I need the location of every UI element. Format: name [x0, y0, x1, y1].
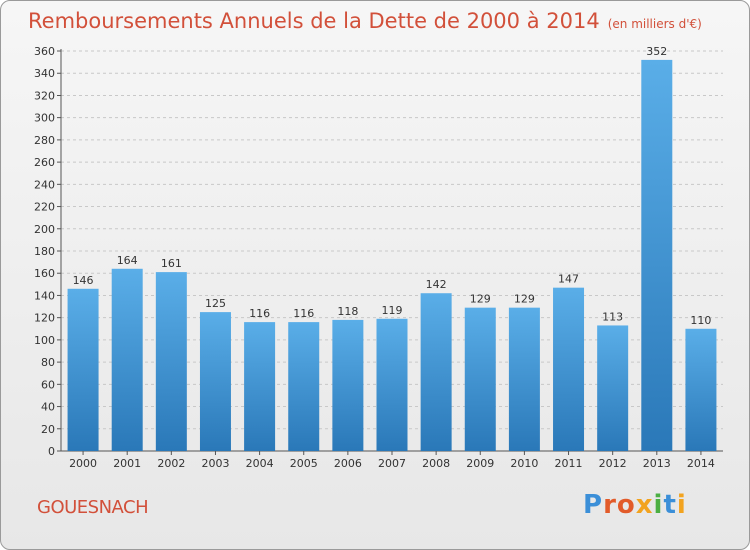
bar [67, 288, 99, 451]
bar [553, 287, 585, 451]
y-tick-label: 260 [34, 156, 55, 169]
y-tick-label: 80 [41, 356, 55, 369]
y-tick-label: 120 [34, 312, 55, 325]
data-label: 113 [602, 310, 623, 323]
data-label: 147 [558, 273, 579, 286]
x-tick-label: 2002 [157, 457, 185, 470]
y-tick-label: 160 [34, 267, 55, 280]
data-label: 129 [514, 293, 535, 306]
y-tick-label: 240 [34, 178, 55, 191]
x-tick-label: 2006 [334, 457, 362, 470]
y-tick-label: 140 [34, 289, 55, 302]
proxiti-logo[interactable]: Proxiti [583, 490, 687, 520]
bar [376, 318, 408, 451]
data-label: 164 [117, 254, 138, 267]
bar [332, 319, 364, 451]
bar [199, 312, 231, 451]
x-tick-label: 2004 [246, 457, 274, 470]
y-tick-label: 180 [34, 245, 55, 258]
commune-name: GOUESNACH [37, 497, 149, 518]
bar [244, 322, 276, 451]
bar [641, 59, 673, 452]
bar [508, 307, 540, 451]
bars [67, 59, 717, 452]
data-label: 146 [73, 274, 94, 287]
y-tick-label: 100 [34, 334, 55, 347]
x-tick-label: 2003 [201, 457, 229, 470]
x-tick-label: 2001 [113, 457, 141, 470]
bar [685, 328, 717, 451]
x-tick-label: 2009 [466, 457, 494, 470]
bar [464, 307, 496, 451]
x-tick-label: 2008 [422, 457, 450, 470]
y-tick-label: 320 [34, 89, 55, 102]
data-label: 119 [382, 304, 403, 317]
data-label: 129 [470, 293, 491, 306]
unit-label: (en milliers d'€) [607, 17, 702, 31]
x-tick-label: 2012 [599, 457, 627, 470]
bar [111, 268, 143, 451]
data-label: 116 [249, 307, 270, 320]
x-tick-label: 2007 [378, 457, 406, 470]
bar [155, 272, 187, 451]
x-tick-label: 2000 [69, 457, 97, 470]
y-tick-label: 20 [41, 423, 55, 436]
y-tick-label: 40 [41, 401, 55, 414]
data-label: 142 [426, 278, 447, 291]
bar [288, 322, 320, 451]
axes: 0 20 40 60 80 100 120 140 160 180 200 220 240 260 280 3… [34, 45, 723, 470]
y-tick-label: 280 [34, 134, 55, 147]
data-label: 116 [293, 307, 314, 320]
y-tick-label: 340 [34, 67, 55, 80]
x-tick-label: 2014 [687, 457, 715, 470]
x-tick-label: 2013 [643, 457, 671, 470]
y-tick-label: 300 [34, 112, 55, 125]
x-tick-label: 2010 [510, 457, 538, 470]
y-tick-label: 60 [41, 378, 55, 391]
data-label: 352 [646, 45, 667, 58]
data-label: 125 [205, 297, 226, 310]
data-label: 110 [690, 314, 711, 327]
title-text: Remboursements Annuels de la Dette de 20… [28, 9, 600, 33]
y-tick-label: 220 [34, 201, 55, 214]
x-tick-label: 2011 [555, 457, 583, 470]
data-labels: 146 164 161 125 116 116 118 119 142 129 129 147 113 3… [73, 45, 712, 327]
data-label: 161 [161, 257, 182, 270]
y-tick-label: 0 [48, 445, 55, 458]
data-label: 118 [337, 305, 358, 318]
chart-title: Remboursements Annuels de la Dette de 20… [28, 9, 702, 33]
y-tick-label: 200 [34, 223, 55, 236]
bar [420, 293, 452, 451]
bar [597, 325, 629, 451]
y-tick-label: 360 [34, 45, 55, 58]
x-tick-label: 2005 [290, 457, 318, 470]
